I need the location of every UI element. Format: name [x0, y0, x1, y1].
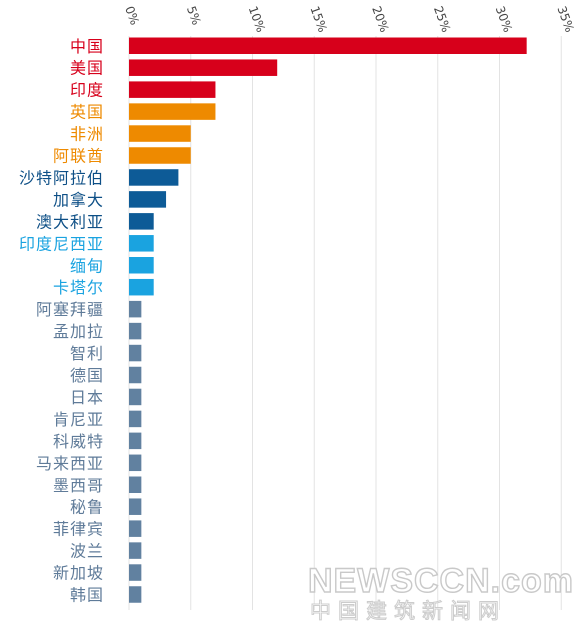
bar	[129, 454, 142, 472]
x-tick-labels: 0% 5% 10% 15% 20% 25% 30% 35%	[122, 4, 577, 34]
bar	[129, 125, 191, 142]
bar	[129, 586, 142, 603]
bar	[129, 498, 142, 515]
bar	[129, 344, 142, 362]
bar	[129, 169, 179, 186]
bar	[129, 542, 142, 559]
category-label: 新加坡	[53, 564, 104, 583]
category-label: 智利	[70, 344, 104, 363]
bar	[129, 147, 191, 164]
bar	[129, 476, 142, 493]
category-label: 澳大利亚	[36, 212, 104, 231]
bar	[129, 410, 142, 428]
category-labels: 中国美国印度英国非洲阿联酋沙特阿拉伯加拿大澳大利亚印度尼西亚缅甸卡塔尔阿塞拜疆孟…	[19, 37, 104, 605]
category-label: 印度尼西亚	[19, 234, 104, 253]
category-label: 阿联酋	[53, 147, 104, 166]
bar	[129, 191, 167, 208]
category-label: 卡塔尔	[53, 278, 104, 297]
category-label: 肯尼亚	[53, 410, 104, 429]
category-label: 秘鲁	[70, 498, 104, 517]
category-label: 沙特阿拉伯	[19, 168, 104, 187]
bar	[129, 278, 154, 296]
bar	[129, 81, 216, 98]
bar	[129, 213, 154, 230]
bars	[129, 37, 527, 603]
bar	[129, 564, 142, 581]
bar	[129, 322, 142, 340]
bar	[129, 432, 142, 450]
x-tick-label: 5%	[184, 4, 204, 27]
x-tick-label: 35%	[554, 4, 576, 34]
bar	[129, 103, 216, 120]
x-tick-label: 10%	[246, 4, 268, 34]
x-tick-label: 30%	[493, 4, 515, 34]
bar	[129, 257, 154, 274]
category-label: 缅甸	[70, 256, 104, 275]
category-label: 波兰	[70, 542, 104, 561]
category-label: 马来西亚	[36, 454, 104, 473]
category-label: 韩国	[70, 586, 104, 605]
category-label: 科威特	[53, 432, 104, 451]
bar	[129, 37, 527, 54]
watermark-logo: NEWSCCN.com	[308, 562, 574, 600]
category-label: 日本	[70, 388, 104, 407]
category-label: 孟加拉	[53, 322, 104, 341]
x-tick-label: 20%	[369, 4, 391, 34]
category-label: 美国	[70, 59, 104, 78]
category-label: 英国	[70, 103, 104, 122]
watermark: NEWSCCN.com 中国建筑新闻网	[307, 561, 574, 623]
x-tick-label: 0%	[122, 4, 142, 27]
category-label: 中国	[70, 37, 104, 56]
grid-lines	[128, 36, 562, 610]
bar	[129, 235, 154, 252]
bar	[129, 366, 142, 384]
category-label: 阿塞拜疆	[36, 300, 104, 319]
watermark-subtitle: 中国建筑新闻网	[310, 599, 506, 623]
x-tick-label: 25%	[431, 4, 453, 34]
bar	[129, 520, 142, 537]
bar	[129, 388, 142, 406]
category-label: 加拿大	[53, 190, 104, 209]
category-label: 菲律宾	[53, 520, 104, 539]
x-tick-label: 15%	[307, 4, 329, 34]
bar	[129, 59, 278, 76]
category-label: 印度	[70, 81, 104, 100]
category-label: 德国	[70, 366, 104, 385]
category-label: 墨西哥	[53, 476, 104, 495]
bar	[129, 300, 142, 318]
category-label: 非洲	[70, 125, 104, 144]
